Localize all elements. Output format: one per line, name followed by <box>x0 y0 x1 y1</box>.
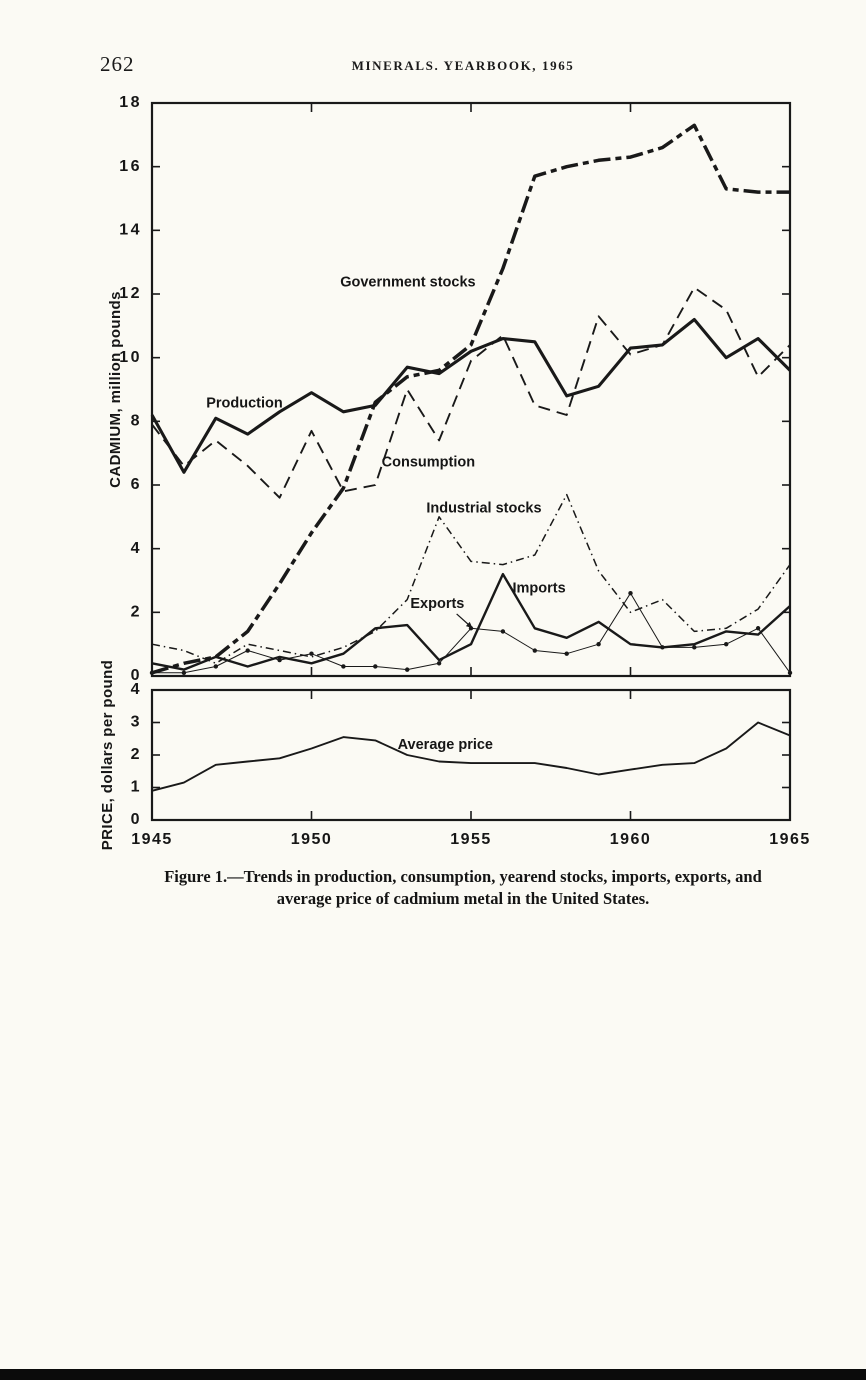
y-axis-label: CADMIUM, million pounds <box>107 291 124 488</box>
series-marker-exports <box>787 670 793 676</box>
running-head: MINERALS. YEARBOOK, 1965 <box>351 58 575 73</box>
series-label-average-price: Average price <box>398 737 493 753</box>
x-tick-label: 1945 <box>131 831 173 848</box>
series-label-industrial-stocks: Industrial stocks <box>426 501 541 517</box>
y-tick-label: 3 <box>131 714 142 731</box>
y-tick-label: 1 <box>131 779 142 796</box>
series-marker-exports <box>405 667 410 672</box>
series-label-exports: Exports <box>410 596 464 612</box>
figure-caption-line2: average price of cadmium metal in the Un… <box>276 889 650 909</box>
series-marker-exports <box>724 641 729 647</box>
y-tick-label: 8 <box>131 413 142 430</box>
series-marker-exports <box>373 664 378 669</box>
series-marker-exports <box>309 651 314 656</box>
series-label-consumption: Consumption <box>382 455 475 471</box>
x-tick-label: 1955 <box>450 831 492 848</box>
y-tick-label: 10 <box>119 349 142 366</box>
y-tick-label: 16 <box>119 158 142 175</box>
series-label-production: Production <box>206 396 283 412</box>
series-line-imports <box>151 572 791 671</box>
y-tick-label: 2 <box>131 746 142 763</box>
x-tick-label: 1950 <box>291 831 333 848</box>
figure-caption-line1: Figure 1.—Trends in production, consumpt… <box>164 867 762 886</box>
series-line-average-price <box>151 721 791 792</box>
y-axis-label: PRICE, dollars per pound <box>99 660 116 850</box>
series-label-imports: Imports <box>512 580 565 596</box>
scan-edge-artifact <box>0 1369 866 1380</box>
series-line-government-stocks <box>151 123 790 675</box>
y-tick-label: 0 <box>131 811 142 828</box>
series-line-production <box>150 317 792 474</box>
series-line-consumption <box>151 286 791 499</box>
plot-frame <box>150 101 792 678</box>
series-marker-exports <box>660 645 665 650</box>
x-tick-label: 1960 <box>610 831 652 848</box>
y-tick-label: 4 <box>131 681 142 698</box>
series-marker-exports <box>436 661 442 666</box>
series-marker-exports <box>628 591 633 596</box>
series-marker-exports <box>755 626 761 631</box>
y-tick-label: 14 <box>119 222 142 239</box>
x-tick-label: 1965 <box>769 831 811 848</box>
series-marker-exports <box>213 664 218 669</box>
series-marker-exports <box>277 657 282 663</box>
series-marker-exports <box>500 629 506 634</box>
y-tick-label: 4 <box>131 540 142 557</box>
series-marker-exports <box>532 648 537 653</box>
y-tick-label: 18 <box>119 94 142 111</box>
series-marker-exports <box>692 645 697 650</box>
label-arrow-head <box>465 621 473 629</box>
series-marker-exports <box>596 641 601 647</box>
series-marker-exports <box>341 664 346 669</box>
series-marker-exports <box>245 648 250 653</box>
plot-frame <box>150 688 792 822</box>
series-marker-exports <box>149 670 155 676</box>
figure-caption: Figure 1.—Trends in production, consumpt… <box>83 866 843 911</box>
series-marker-exports <box>564 651 569 656</box>
y-tick-label: 2 <box>131 604 142 621</box>
series-marker-exports <box>181 670 187 676</box>
y-tick-label: 6 <box>131 476 142 493</box>
y-tick-label: 12 <box>119 285 142 302</box>
page-number: 262 <box>100 52 135 76</box>
series-line-industrial-stocks <box>151 493 791 665</box>
series-label-government-stocks: Government stocks <box>340 275 475 291</box>
y-tick-label: 0 <box>131 667 142 684</box>
